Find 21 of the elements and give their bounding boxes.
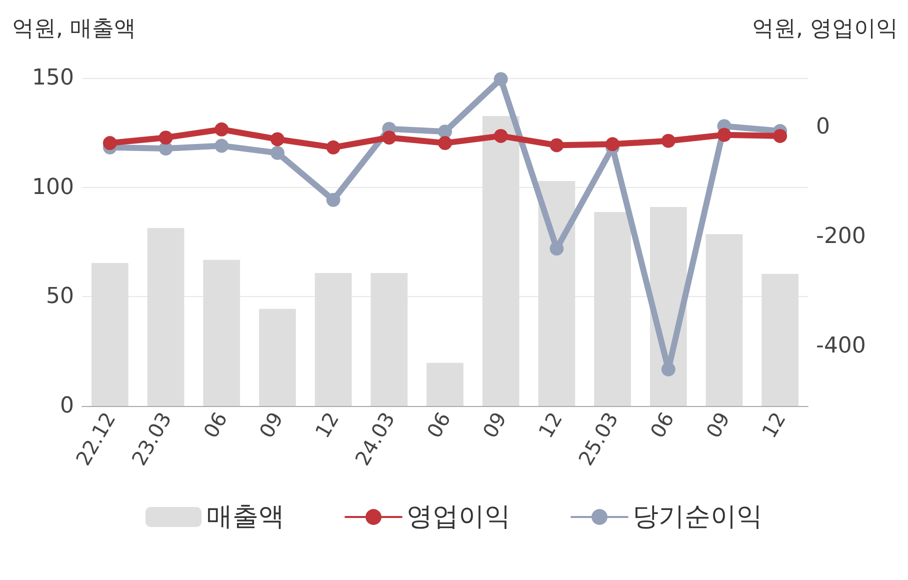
y-tick-label: 50 bbox=[46, 284, 74, 310]
y2-axis-title: 억원, 영업이익 bbox=[752, 16, 898, 42]
legend-label: 당기순이익 bbox=[632, 502, 762, 532]
y2-tick-label: 0 bbox=[816, 114, 830, 140]
x-tick-label: 12 bbox=[310, 408, 344, 442]
x-tick-label: 12 bbox=[534, 408, 568, 442]
y-tick-label: 0 bbox=[60, 394, 74, 418]
y-tick-label: 150 bbox=[32, 66, 74, 90]
x-tick-label: 12 bbox=[756, 408, 790, 442]
x-tick-label: 09 bbox=[254, 408, 288, 442]
legend-label: 매출액 bbox=[206, 502, 284, 532]
legend-label: 영업이익 bbox=[406, 502, 510, 532]
x-tick-label: 06 bbox=[645, 408, 679, 442]
y2-tick-label: -200 bbox=[816, 224, 866, 250]
y2-tick-label: -400 bbox=[816, 333, 866, 358]
y-axis-title: 억원, 매출액 bbox=[12, 16, 136, 42]
y-tick-label: 100 bbox=[32, 174, 74, 200]
x-tick-label: 09 bbox=[478, 408, 512, 442]
x-tick-label: 06 bbox=[422, 408, 456, 442]
x-tick-label: 06 bbox=[198, 408, 232, 442]
x-tick-label: 09 bbox=[701, 408, 735, 442]
